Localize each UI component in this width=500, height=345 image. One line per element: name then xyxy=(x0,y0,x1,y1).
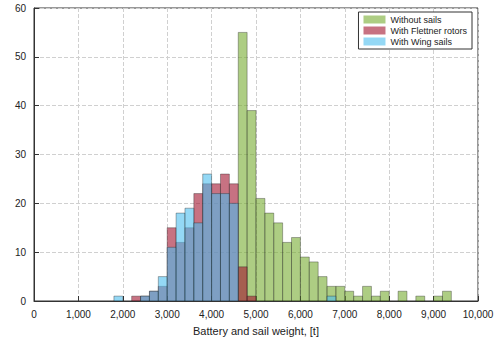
svg-text:60: 60 xyxy=(15,3,27,14)
svg-text:1,000: 1,000 xyxy=(66,309,91,320)
svg-text:0: 0 xyxy=(20,296,26,307)
svg-text:20: 20 xyxy=(15,198,27,209)
svg-text:Without sails: Without sails xyxy=(390,15,442,25)
svg-text:5,000: 5,000 xyxy=(243,309,268,320)
svg-text:50: 50 xyxy=(15,51,27,62)
svg-text:10,000: 10,000 xyxy=(463,309,494,320)
svg-text:0: 0 xyxy=(31,309,37,320)
svg-text:40: 40 xyxy=(15,100,27,111)
svg-text:4,000: 4,000 xyxy=(199,309,224,320)
svg-text:8,000: 8,000 xyxy=(377,309,402,320)
svg-text:6,000: 6,000 xyxy=(288,309,313,320)
svg-text:10: 10 xyxy=(15,247,27,258)
svg-text:3,000: 3,000 xyxy=(155,309,180,320)
svg-text:9,000: 9,000 xyxy=(421,309,446,320)
svg-text:30: 30 xyxy=(15,149,27,160)
svg-text:7,000: 7,000 xyxy=(332,309,357,320)
svg-text:With Flettner rotors: With Flettner rotors xyxy=(390,26,467,36)
svg-text:With Wing sails: With Wing sails xyxy=(390,37,452,47)
svg-text:2,000: 2,000 xyxy=(110,309,135,320)
svg-text:Battery and sail weight, [t]: Battery and sail weight, [t] xyxy=(193,325,319,337)
